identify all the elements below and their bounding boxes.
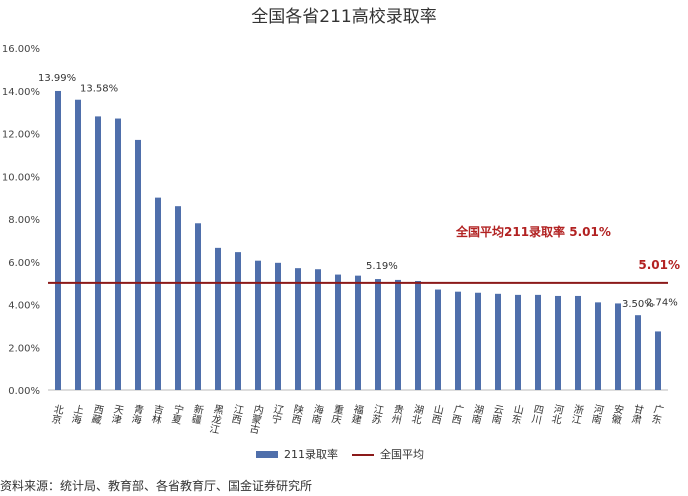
bar-河北 xyxy=(555,295,561,390)
bar-陕西 xyxy=(295,268,301,390)
x-category-label: 西藏 xyxy=(88,403,104,426)
legend: 211录取率 全国平均 xyxy=(256,447,424,461)
x-category-label: 云南 xyxy=(488,403,504,425)
legend-label-average: 全国平均 xyxy=(380,447,424,461)
y-tick-label: 0.00% xyxy=(8,386,40,397)
x-category-label: 四川 xyxy=(528,403,544,425)
x-category-label: 贵州 xyxy=(388,402,404,425)
x-category-label: 辽宁 xyxy=(268,403,284,425)
bar-云南 xyxy=(495,293,501,390)
y-tick-label: 8.00% xyxy=(8,215,40,226)
y-tick-label: 4.00% xyxy=(8,301,40,312)
bar-甘肃 xyxy=(635,315,641,390)
y-tick-label: 12.00% xyxy=(2,130,40,141)
average-annotation: 全国平均211录取率 5.01% xyxy=(455,224,611,239)
x-category-label: 江西 xyxy=(228,403,244,425)
x-category-label: 山东 xyxy=(508,403,524,425)
x-category-label: 广东 xyxy=(648,403,664,425)
x-category-label: 北京 xyxy=(48,403,64,426)
legend-label-bars: 211录取率 xyxy=(284,447,338,461)
y-axis: 0.00% 2.00% 4.00% 6.00% 8.00% 10.00% 12.00% 14.… xyxy=(2,44,668,397)
x-category-label: 广西 xyxy=(448,403,464,425)
x-category-label: 上海 xyxy=(68,403,84,426)
bar-河南 xyxy=(595,302,601,390)
x-category-label: 福建 xyxy=(348,402,364,425)
x-category-label: 河南 xyxy=(588,403,604,425)
x-category-label: 内蒙古 xyxy=(246,402,264,436)
data-label: 3.50% xyxy=(622,299,654,310)
x-category-label: 新疆 xyxy=(188,402,204,426)
y-tick-label: 10.00% xyxy=(2,172,40,183)
x-category-label: 湖南 xyxy=(468,403,484,425)
x-category-label: 河北 xyxy=(548,403,564,425)
bar-内蒙古 xyxy=(255,260,261,390)
y-tick-label: 16.00% xyxy=(2,44,40,55)
bar-江西 xyxy=(235,252,241,390)
y-tick-label: 14.00% xyxy=(2,87,40,98)
average-value-label: 5.01% xyxy=(638,258,680,272)
bar-北京 xyxy=(55,90,61,391)
bar-贵州 xyxy=(395,279,401,390)
bar-广西 xyxy=(455,291,461,390)
x-category-label: 湖北 xyxy=(408,403,424,425)
bar-湖南 xyxy=(475,292,481,390)
x-category-label: 吉林 xyxy=(148,403,164,426)
x-category-label: 陕西 xyxy=(288,402,304,425)
bar-福建 xyxy=(355,275,361,390)
bar-宁夏 xyxy=(175,206,181,390)
bar-安徽 xyxy=(615,303,621,390)
bar-重庆 xyxy=(335,274,341,390)
x-axis: 北京 上海 西藏 天津 青海 吉林 宁夏 新疆 黑龙江 江西 内蒙古 辽宁 陕西 海南 重庆 福建 江苏 贵州 湖北… xyxy=(48,402,664,436)
y-tick-label: 6.00% xyxy=(8,258,40,269)
data-label: 13.99% xyxy=(38,73,76,84)
bar-湖北 xyxy=(415,280,421,390)
bar-天津 xyxy=(115,118,121,390)
bar-黑龙江 xyxy=(215,247,221,390)
x-category-label: 甘肃 xyxy=(628,402,644,426)
legend-swatch-bars xyxy=(256,451,278,458)
source-note: 资料来源：统计局、教育部、各省教育厅、国金证券研究所 xyxy=(0,479,313,493)
x-category-label: 海南 xyxy=(308,402,324,425)
x-category-label: 青海 xyxy=(128,402,144,426)
x-category-label: 天津 xyxy=(108,403,124,426)
bar-吉林 xyxy=(155,197,161,390)
chart-title: 全国各省211高校录取率 xyxy=(251,7,436,27)
x-category-label: 黑龙江 xyxy=(206,403,224,435)
bar-西藏 xyxy=(95,116,101,391)
x-category-label: 浙江 xyxy=(568,403,584,425)
bars xyxy=(55,90,661,391)
data-label: 5.19% xyxy=(366,261,398,272)
x-category-label: 山西 xyxy=(428,403,444,425)
bar-上海 xyxy=(75,99,81,390)
y-tick-label: 2.00% xyxy=(8,343,40,354)
average-line-group: 5.01% 全国平均211录取率 5.01% xyxy=(48,224,680,284)
x-category-label: 安徽 xyxy=(608,402,624,426)
bar-广东 xyxy=(655,331,661,390)
data-label: 2.74% xyxy=(646,297,678,308)
bar-浙江 xyxy=(575,295,581,390)
x-category-label: 宁夏 xyxy=(168,402,184,425)
bar-新疆 xyxy=(195,223,201,390)
data-labels: 13.99% 13.58% 5.19% 3.50%2.74% xyxy=(38,73,678,310)
bar-青海 xyxy=(135,139,141,390)
bar-四川 xyxy=(535,294,541,390)
bar-辽宁 xyxy=(275,262,281,390)
x-category-label: 江苏 xyxy=(368,403,384,426)
bar-山东 xyxy=(515,294,521,390)
data-label: 13.58% xyxy=(80,84,118,95)
bar-江苏 xyxy=(375,279,381,390)
x-category-label: 重庆 xyxy=(328,402,344,426)
bar-海南 xyxy=(315,269,321,390)
bar-山西 xyxy=(435,289,441,390)
